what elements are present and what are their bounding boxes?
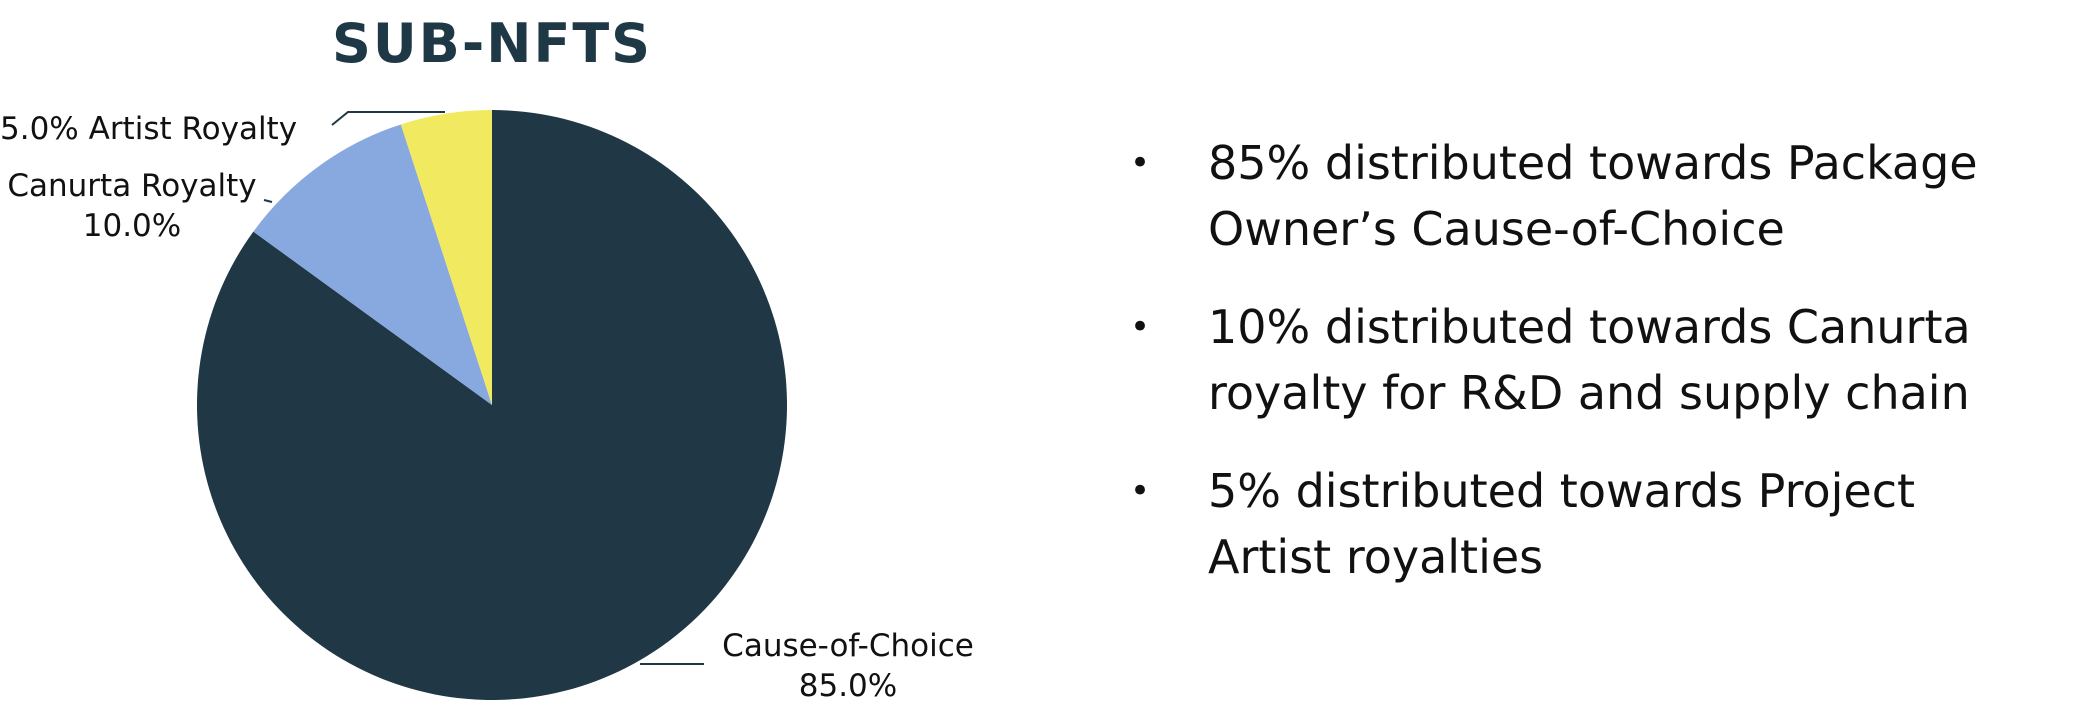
slice-label-canurta-name: Canurta Royalty [7,168,256,204]
bullet-line: royalty for R&D and supply chain [1208,366,1970,420]
bullet-dot: • [1130,307,1151,347]
bullet-dot: • [1130,143,1151,183]
bullet-line: 85% distributed towards Package [1208,136,1978,190]
pie-slice-artist-royalty [400,110,492,405]
bullet-line: Artist royalties [1208,530,1544,584]
pie-slice-canurta-royalty [253,124,492,405]
pie-slices [196,110,788,700]
bullet-item: • 5% distributed towards Project Artist … [1130,458,2080,590]
leader-line-canurta [263,199,273,203]
bullet-line: Owner’s Cause-of-Choice [1208,202,1785,256]
bullet-dot: • [1130,471,1151,511]
bullet-item: • 10% distributed towards Canurta royalt… [1130,294,2080,426]
bullet-line: 5% distributed towards Project [1208,464,1916,518]
bullet-line: 10% distributed towards Canurta [1208,300,1971,354]
bullet-item: • 85% distributed towards Package Owner’… [1130,130,2080,262]
chart-title: SUB-NFTS [332,12,652,75]
leader-line-artist [331,111,445,126]
slice-label-canurta-value: 10.0% [83,208,181,244]
pie-chart: SUB-NFTS 5.0% Artist Royalty Canurta Roy… [0,12,974,704]
bullet-list: • 85% distributed towards Package Owner’… [1130,130,2080,622]
slice-label-artist: 5.0% Artist Royalty [0,111,297,147]
slice-label-cause-value: 85.0% [799,668,897,704]
slice-label-cause-name: Cause-of-Choice [722,628,974,664]
